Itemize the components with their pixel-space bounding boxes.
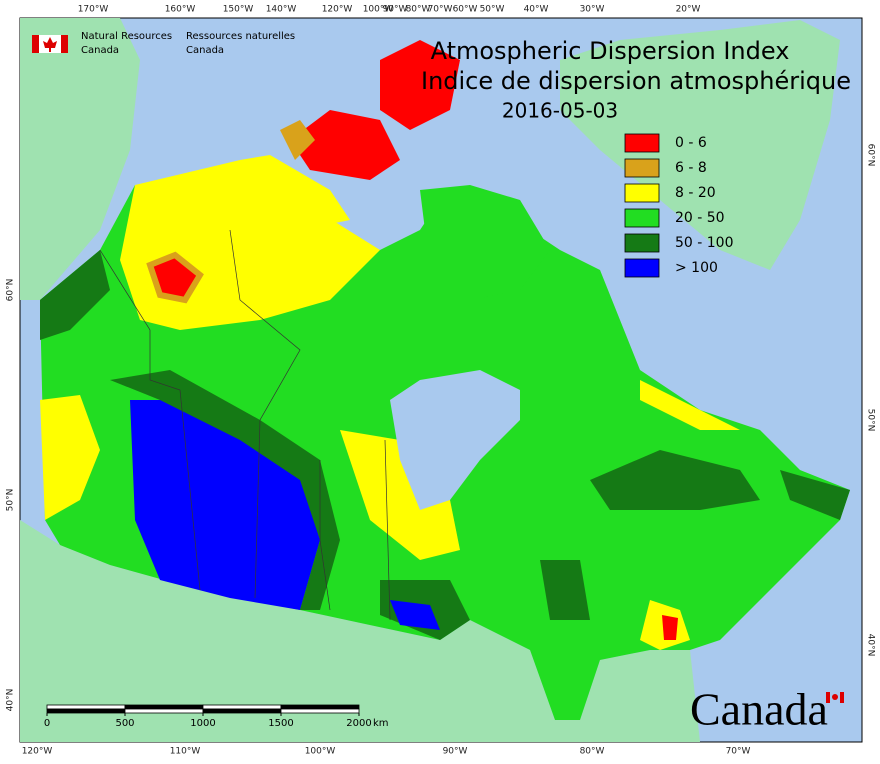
graticule-labels: 170°W 160°W 150°W 140°W 120°W 100°W90°W80°W70… bbox=[6, 5, 876, 757]
graticule-label: 110°W bbox=[170, 747, 201, 757]
graticule-label: 50°W bbox=[480, 5, 505, 15]
graticule-label: 40°W bbox=[524, 5, 549, 15]
baffin bbox=[420, 185, 550, 300]
scale-label: 500 bbox=[115, 718, 134, 729]
boundary bbox=[99, 249, 201, 591]
scale-segment bbox=[124, 704, 204, 710]
legend-swatch bbox=[624, 133, 660, 153]
graticule-label: 60°N bbox=[866, 144, 876, 167]
scale-segment bbox=[124, 708, 204, 714]
legend-label: 8 - 20 bbox=[675, 185, 716, 201]
boundary bbox=[319, 460, 331, 611]
graticule-label: 140°W bbox=[266, 5, 297, 15]
zone-red-nwt bbox=[146, 251, 204, 304]
scale-segment bbox=[280, 708, 360, 714]
graticule-label: 80°W bbox=[406, 5, 431, 15]
agency-en: Natural Resources bbox=[81, 31, 172, 42]
legend-swatch bbox=[624, 158, 660, 178]
graticule-label: 120°W bbox=[322, 5, 353, 15]
zone-darkgreen-yukon bbox=[40, 250, 110, 340]
scale-label: 1500 bbox=[268, 718, 293, 729]
legend-label: 20 - 50 bbox=[675, 210, 725, 226]
zone-yellow-central bbox=[340, 430, 460, 560]
boundary bbox=[384, 439, 391, 621]
scale-segment bbox=[280, 704, 360, 710]
zone-darkgreen-ottawa bbox=[540, 560, 590, 620]
arctic-islet bbox=[280, 120, 315, 160]
legend-swatch bbox=[624, 233, 660, 253]
scale-segment bbox=[202, 704, 282, 710]
graticule-label: 120°W bbox=[22, 747, 53, 757]
graticule-label: 160°W bbox=[165, 5, 196, 15]
zone-yellow-labrador bbox=[640, 380, 740, 430]
graticule-label: 90°W bbox=[383, 5, 408, 15]
scale-label: 1000 bbox=[190, 718, 215, 729]
flag-bar bbox=[32, 35, 39, 53]
legend-swatch bbox=[624, 208, 660, 228]
title: Atmospheric Dispersion Index bbox=[431, 37, 790, 65]
greenland bbox=[560, 20, 840, 270]
scale-segment bbox=[46, 708, 126, 714]
zone-darkgreen-west bbox=[110, 370, 340, 610]
usa bbox=[20, 520, 700, 742]
legend-swatch bbox=[624, 258, 660, 278]
legend-label: 6 - 8 bbox=[675, 160, 707, 176]
graticule-label: 20°W bbox=[676, 5, 701, 15]
zone-blue-prairies bbox=[130, 400, 320, 610]
graticule-label: 60°W bbox=[453, 5, 478, 15]
agency-en: Canada bbox=[81, 45, 119, 56]
maple-leaf bbox=[832, 694, 838, 700]
date: 2016-05-03 bbox=[502, 99, 618, 123]
flag-bar bbox=[61, 35, 68, 53]
graticule-label: 170°W bbox=[78, 5, 109, 15]
graticule-label: 50°N bbox=[866, 409, 876, 432]
legend: 0 - 6 6 - 8 8 - 20 20 - 50 50 - 100 > 100 bbox=[624, 133, 734, 278]
graticule-label: 80°W bbox=[580, 747, 605, 757]
graticule-label: 50°N bbox=[6, 489, 16, 512]
graticule-label: 100°W bbox=[363, 5, 394, 15]
alaska bbox=[20, 18, 140, 300]
agency-fr: Canada bbox=[186, 45, 224, 56]
flag-bar bbox=[840, 692, 844, 703]
flag-bar bbox=[826, 692, 830, 703]
legend-swatch bbox=[624, 183, 660, 203]
graticule-label: 70°W bbox=[726, 747, 751, 757]
ellesmere bbox=[380, 40, 460, 130]
legend-label: > 100 bbox=[675, 260, 718, 276]
scale-label: 0 bbox=[44, 718, 50, 729]
agency-block: Natural Resources Canada Ressources natu… bbox=[32, 31, 295, 56]
wordmark: Canada bbox=[690, 684, 844, 735]
graticule-label: 90°W bbox=[443, 747, 468, 757]
boundary bbox=[229, 229, 301, 599]
title-fr: Indice de dispersion atmosphérique bbox=[421, 67, 851, 95]
zone-darkgreen-labrador bbox=[780, 470, 850, 520]
graticule-label: 40°N bbox=[866, 634, 876, 657]
maple-leaf bbox=[43, 37, 57, 52]
graticule-label: 30°W bbox=[580, 5, 605, 15]
zone-yellow-bc bbox=[40, 395, 100, 520]
legend-label: 50 - 100 bbox=[675, 235, 734, 251]
graticule-label: 40°N bbox=[6, 689, 16, 712]
arctic-island bbox=[240, 155, 350, 230]
agency-fr: Ressources naturelles bbox=[186, 31, 295, 42]
graticule-label: 70°W bbox=[428, 5, 453, 15]
scale-segment bbox=[46, 704, 126, 710]
graticule-label: 150°W bbox=[223, 5, 254, 15]
scale-unit: km bbox=[373, 718, 389, 729]
zone-darkgreen-quebec bbox=[590, 450, 760, 510]
zone-red-maritimes bbox=[662, 615, 678, 640]
graticule-label: 100°W bbox=[305, 747, 336, 757]
wordmark-text: Canada bbox=[690, 684, 828, 735]
scale-segment bbox=[202, 708, 282, 714]
boundaries bbox=[99, 229, 391, 621]
hudson-bay bbox=[390, 370, 520, 510]
arctic-islands bbox=[290, 110, 400, 180]
scale-label: 2000 bbox=[346, 718, 371, 729]
zone-blue-ontario bbox=[390, 600, 440, 630]
legend-label: 0 - 6 bbox=[675, 135, 707, 151]
graticule-label: 60°N bbox=[6, 279, 16, 302]
scale-bar: 0 500 1000 1500 2000 km bbox=[44, 704, 389, 729]
